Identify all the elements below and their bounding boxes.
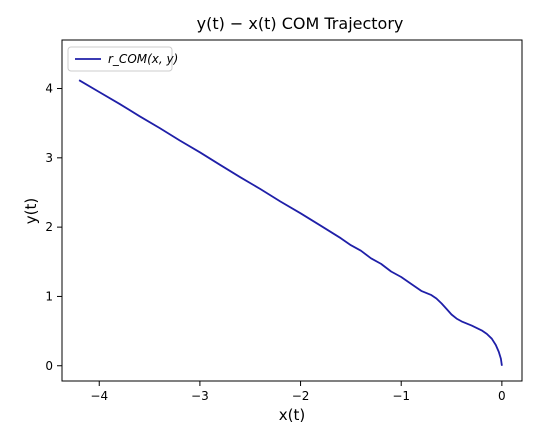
y-axis: 0 1 2 3 4 — [45, 82, 62, 373]
x-tick-label: −4 — [90, 389, 108, 403]
x-axis: −4 −3 −2 −1 0 — [90, 381, 506, 403]
y-axis-label: y(t) — [22, 198, 40, 224]
x-tick-label: −2 — [292, 389, 310, 403]
y-tick-label: 4 — [45, 82, 53, 96]
y-tick-label: 3 — [45, 151, 53, 165]
x-axis-label: x(t) — [279, 406, 305, 424]
legend: r_COM(x, y) — [67, 46, 178, 72]
legend-label: r_COM(x, y) — [108, 52, 178, 66]
y-tick-label: 2 — [45, 220, 53, 234]
chart-title: y(t) − x(t) COM Trajectory — [197, 14, 404, 33]
y-tick-label: 0 — [45, 359, 53, 373]
y-tick-label: 1 — [45, 289, 53, 303]
plot-area — [61, 39, 523, 382]
series-layer — [78, 79, 503, 366]
legend-box — [67, 46, 173, 72]
x-tick-label: −1 — [392, 389, 410, 403]
series-line-rcom — [78, 79, 503, 366]
x-tick-label: 0 — [498, 389, 506, 403]
x-tick-label: −3 — [191, 389, 209, 403]
